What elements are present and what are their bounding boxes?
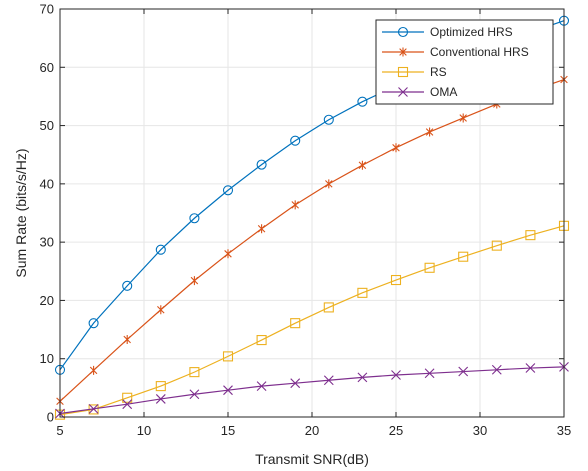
data-point-optimized-hrs [88,318,99,329]
legend-label: RS [430,65,447,79]
data-point-oma [323,375,334,386]
series-oma [55,361,569,419]
data-point-rs [390,274,402,286]
data-point-rs [256,335,267,346]
y-tick-label: 60 [40,60,54,75]
data-point-oma [458,366,469,377]
data-point-conventional-hrs [224,249,232,259]
data-point-oma [525,363,536,373]
x-tick-label: 5 [56,423,63,438]
legend-item-optimized-hrs: Optimized HRS [382,25,513,39]
data-point-optimized-hrs [222,185,234,196]
data-point-rs [424,262,435,273]
series-line-oma [59,366,565,415]
series-layer [54,15,570,420]
data-point-conventional-hrs [459,113,467,123]
data-point-conventional-hrs [190,276,199,286]
legend-marker [397,26,409,38]
data-point-oma [424,368,435,379]
data-point-conventional-hrs [157,305,165,315]
data-point-rs [357,287,368,298]
y-tick-label: 50 [40,118,54,133]
legend-marker [398,87,408,97]
data-point-oma [88,403,99,414]
data-point-oma [290,378,301,389]
data-point-conventional-hrs [425,127,434,137]
x-tick-label: 30 [473,423,487,438]
legend-label: Conventional HRS [430,45,529,59]
legend-marker [399,47,407,57]
data-point-oma [223,385,233,396]
data-point-conventional-hrs [123,334,131,344]
data-point-optimized-hrs [290,135,301,146]
legend-item-oma: OMA [382,85,457,99]
y-tick-label: 40 [40,176,54,191]
legend-item-conventional-hrs: Conventional HRS [382,45,529,59]
data-point-conventional-hrs [325,179,333,189]
data-point-oma [491,364,502,375]
x-tick-label: 35 [557,423,571,438]
legend-label: OMA [430,85,457,99]
data-point-optimized-hrs [357,96,368,107]
data-point-rs [155,381,166,392]
legend-label: Optimized HRS [430,25,513,39]
data-point-conventional-hrs [358,160,367,170]
data-point-optimized-hrs [189,213,200,224]
axis-ticks: 5 10 15 20 25 30 35 0 10 20 30 40 50 60 70 [40,2,572,439]
y-tick-label: 0 [47,410,54,425]
data-point-rs [491,240,502,251]
data-point-rs [525,230,536,241]
data-point-rs [323,302,334,313]
legend: Optimized HRS Conventional HRS RS OMA [375,19,554,105]
data-point-optimized-hrs [323,114,334,125]
data-point-oma [391,370,401,380]
data-point-oma [256,381,267,391]
data-point-conventional-hrs [291,200,299,210]
data-point-oma [155,394,166,404]
x-tick-label: 20 [305,423,319,438]
y-tick-label: 70 [40,2,54,17]
data-point-rs [458,251,469,262]
series-line-rs [59,225,565,416]
x-tick-label: 25 [389,423,403,438]
data-point-rs [222,351,234,362]
x-tick-label: 15 [221,423,235,438]
data-point-optimized-hrs [122,280,133,291]
x-tick-label: 10 [137,423,151,438]
data-point-conventional-hrs [392,143,400,153]
data-point-conventional-hrs [257,224,266,234]
data-point-rs [189,367,200,378]
y-tick-label: 20 [40,293,54,308]
data-point-rs [122,392,133,403]
data-point-oma [122,399,133,410]
data-point-optimized-hrs [155,244,166,255]
y-tick-label: 10 [40,351,54,366]
y-axis-label: Sum Rate (bits/s/Hz) [13,148,29,277]
x-axis-label: Transmit SNR(dB) [255,451,369,467]
series-line-conventional-hrs [59,78,565,402]
data-point-conventional-hrs [89,365,98,375]
legend-marker [397,66,409,78]
data-point-optimized-hrs [256,159,267,170]
y-tick-label: 30 [40,235,54,250]
data-point-oma [189,389,200,400]
legend-item-rs: RS [382,65,447,79]
data-point-oma [357,372,368,383]
data-point-rs [290,318,301,329]
